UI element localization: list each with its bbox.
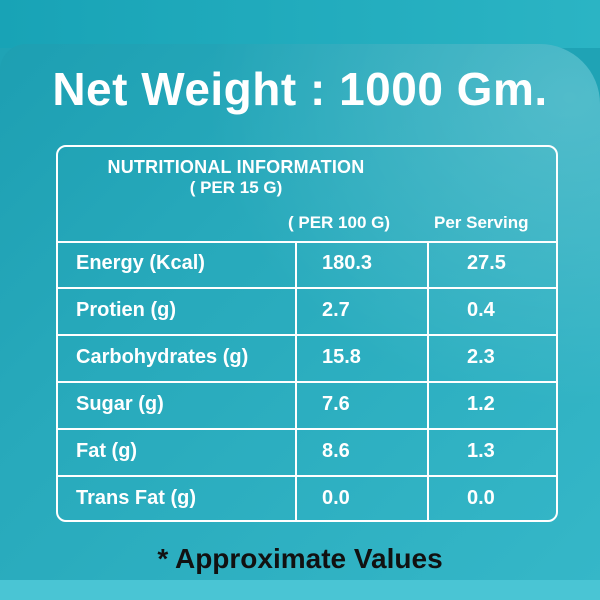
value-per-serving: 0.0 (467, 487, 495, 509)
value-per-serving: 2.3 (467, 346, 495, 368)
value-per-100g: 7.6 (322, 393, 350, 415)
table-row: Trans Fat (g) 0.0 0.0 (58, 476, 556, 522)
column-header-per-serving: Per Serving (434, 213, 529, 232)
row-divider (56, 381, 558, 383)
table-subtitle: ( PER 15 G) (189, 178, 283, 197)
row-divider (56, 334, 558, 336)
value-per-100g: 0.0 (322, 487, 350, 509)
row-divider (56, 241, 558, 243)
value-per-serving: 0.4 (467, 299, 495, 321)
table-row: Sugar (g) 7.6 1.2 (58, 382, 556, 428)
table-row: Energy (Kcal) 180.3 27.5 (58, 241, 556, 287)
value-per-100g: 8.6 (322, 440, 350, 462)
table-row: Protien (g) 2.7 0.4 (58, 288, 556, 334)
column-header-per-100g: ( PER 100 G) (288, 213, 391, 232)
value-per-serving: 27.5 (467, 252, 506, 274)
row-divider (56, 287, 558, 289)
value-per-100g: 2.7 (322, 299, 350, 321)
row-divider (56, 428, 558, 430)
column-divider (427, 241, 429, 522)
column-divider (295, 241, 297, 522)
row-divider (56, 475, 558, 477)
nutrition-table: NUTRITIONAL INFORMATION ( PER 15 G) ( PE… (56, 145, 558, 522)
row-label: Fat (g) (76, 440, 138, 462)
row-label: Sugar (g) (76, 393, 164, 415)
label-panel (0, 44, 600, 584)
value-per-100g: 15.8 (322, 346, 361, 368)
row-label: Carbohydrates (g) (76, 346, 249, 368)
approximate-values-note: * Approximate Values (157, 543, 443, 574)
table-row: Fat (g) 8.6 1.3 (58, 429, 556, 475)
top-band (0, 0, 600, 48)
row-label: Protien (g) (76, 299, 176, 321)
row-label: Energy (Kcal) (76, 252, 205, 274)
value-per-serving: 1.2 (467, 393, 495, 415)
table-title: NUTRITIONAL INFORMATION (107, 157, 365, 177)
net-weight-heading: Net Weight : 1000 Gm. (52, 63, 548, 115)
value-per-100g: 180.3 (322, 252, 373, 274)
value-per-serving: 1.3 (467, 440, 495, 462)
table-grid (56, 241, 558, 522)
row-label: Trans Fat (g) (76, 487, 197, 509)
bottom-strip (0, 580, 600, 600)
table-row: Carbohydrates (g) 15.8 2.3 (58, 335, 556, 381)
